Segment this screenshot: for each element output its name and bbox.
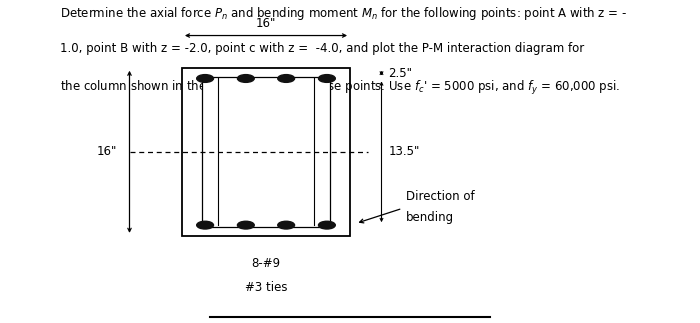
Bar [202,77,330,227]
Text: 13.5": 13.5" [389,145,420,158]
Text: 16": 16" [256,17,276,30]
Text: 16": 16" [97,145,117,158]
Text: bending: bending [406,212,454,224]
Circle shape [278,221,295,229]
Text: #3 ties: #3 ties [245,281,287,294]
Text: 1.0, point B with z = -2.0, point c with z =  -4.0, and plot the P-M interaction: 1.0, point B with z = -2.0, point c with… [60,42,584,55]
Circle shape [237,221,254,229]
Text: the column shown in the figure, based on these points. Use $f_c$' = 5000 psi, an: the column shown in the figure, based on… [60,79,620,97]
Circle shape [318,75,335,82]
Circle shape [318,221,335,229]
Text: Direction of: Direction of [406,191,475,203]
Circle shape [237,75,254,82]
Circle shape [197,75,214,82]
Circle shape [197,221,214,229]
Bar [182,68,350,236]
Text: Determine the axial force $P_n$ and bending moment $M_n$ for the following point: Determine the axial force $P_n$ and bend… [60,5,626,22]
Text: 8-#9: 8-#9 [251,257,281,270]
Text: 2.5": 2.5" [389,67,412,80]
Circle shape [278,75,295,82]
